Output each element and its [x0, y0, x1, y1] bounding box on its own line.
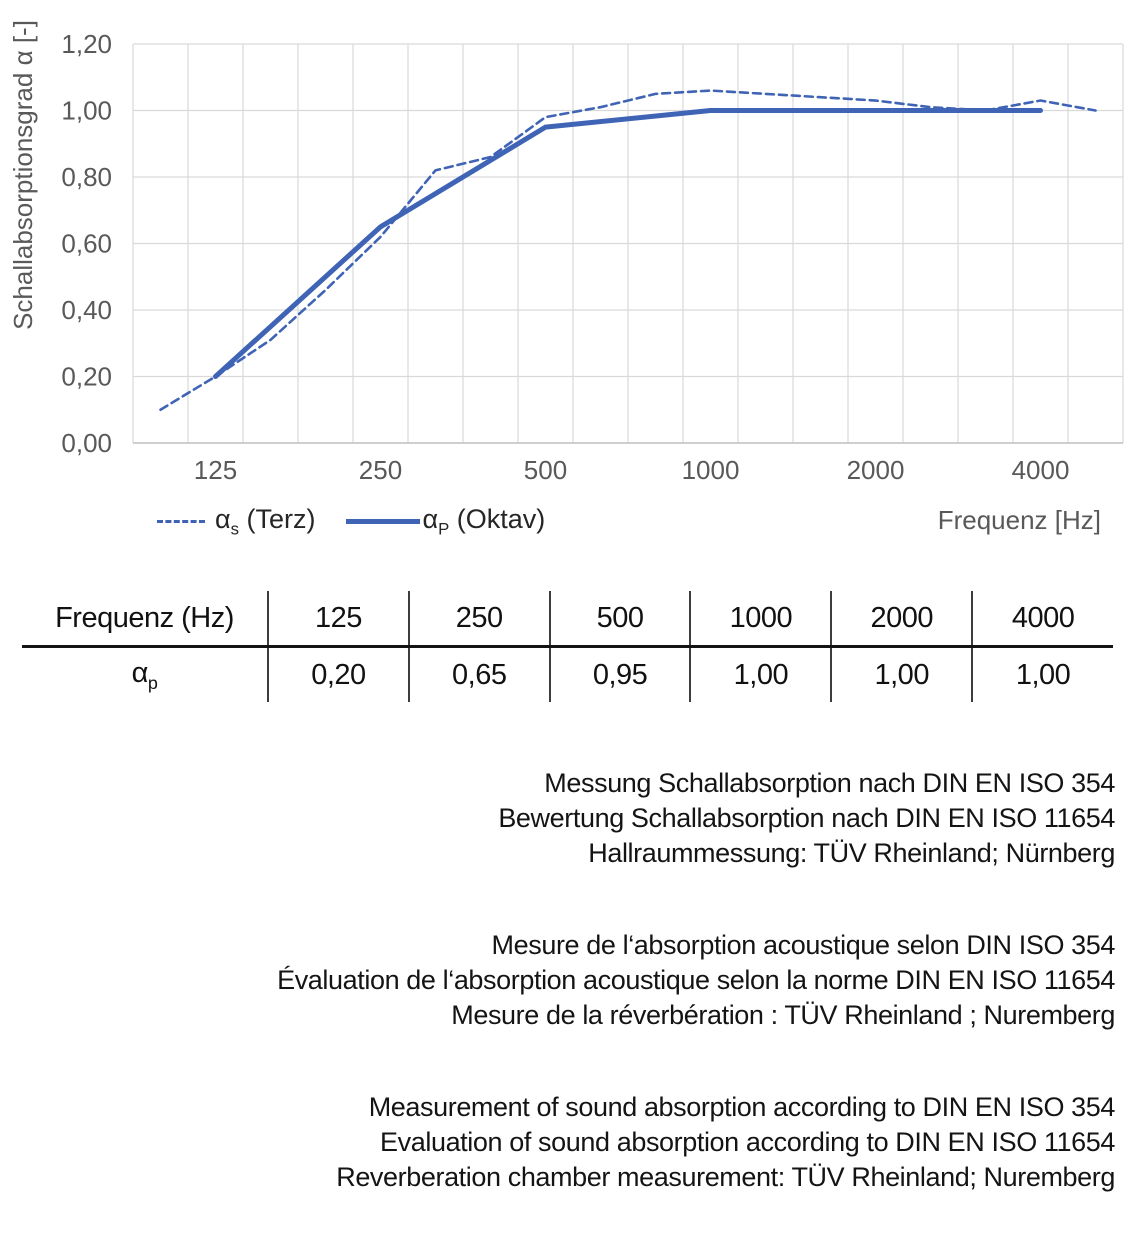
- x-tick-label: 1000: [682, 455, 740, 485]
- oktav-solid-line-sample: [345, 519, 420, 525]
- table-header-row: Frequenz (Hz) 125 250 500 1000 2000 4000: [22, 591, 1113, 648]
- note-line: Mesure de l‘absorption acoustique selon …: [491, 930, 1116, 960]
- x-axis-title: Frequenz [Hz]: [937, 505, 1101, 535]
- x-tick-label: 125: [194, 455, 237, 485]
- alpha-p-value-2000: 1,00: [830, 646, 973, 702]
- y-tick-label: 0,00: [61, 428, 112, 458]
- legend-item-terz: αs (Terz): [157, 504, 316, 539]
- chart-footer: αs (Terz) αP (Oktav) Frequenz [Hz]: [0, 497, 1135, 547]
- gridlines: [132, 43, 1124, 443]
- notes-german: Messung Schallabsorption nach DIN EN ISO…: [0, 766, 1135, 871]
- y-tick-label: 0,20: [61, 362, 112, 392]
- table-header-2000: 2000: [830, 591, 973, 648]
- alpha-p-row-label: αp: [131, 656, 158, 693]
- y-tick-label: 0,80: [61, 162, 112, 192]
- note-line: Évaluation de l‘absorption acoustique se…: [277, 965, 1115, 995]
- terz-dashed-line-sample: [157, 520, 205, 524]
- x-tick-label: 500: [524, 455, 567, 485]
- table-header-250: 250: [407, 591, 550, 648]
- y-axis-title: Schallabsorptionsgrad α [-]: [8, 20, 38, 330]
- legend-item-oktav: αP (Oktav): [345, 504, 546, 539]
- y-tick-label: 0,60: [61, 229, 112, 259]
- note-line: Measurement of sound absorption accordin…: [368, 1092, 1116, 1122]
- x-tick-label: 4000: [1012, 455, 1070, 485]
- note-line: Reverberation chamber measurement: TÜV R…: [336, 1162, 1115, 1192]
- notes-english: Measurement of sound absorption accordin…: [0, 1090, 1135, 1195]
- sound-absorption-chart: 0,00 0,20 0,40 0,60 0,80 1,00 1,20 125 250 500 100…: [0, 0, 1135, 547]
- x-tick-label: 2000: [847, 455, 905, 485]
- oktav-series-line: [213, 108, 1043, 379]
- notes-french: Mesure de l‘absorption acoustique selon …: [0, 928, 1135, 1033]
- y-tick-label: 1,00: [61, 96, 112, 126]
- table-header-1000: 1000: [689, 591, 832, 648]
- alpha-p-value-500: 0,95: [548, 646, 691, 702]
- legend-label-terz: αs (Terz): [215, 504, 316, 539]
- legend-label-oktav: αP (Oktav): [422, 504, 546, 539]
- note-line: Hallraummessung: TÜV Rheinland; Nürnberg: [588, 838, 1115, 868]
- x-tick-label: 250: [359, 455, 402, 485]
- chart-legend: αs (Terz) αP (Oktav): [157, 504, 545, 539]
- terz-series-line: [159, 89, 1097, 412]
- note-line: Messung Schallabsorption nach DIN EN ISO…: [544, 768, 1115, 798]
- y-tick-label: 0,40: [61, 295, 112, 325]
- table-header-500: 500: [548, 591, 691, 648]
- table-header-4000: 4000: [971, 591, 1113, 648]
- alpha-p-value-1000: 1,00: [689, 646, 832, 702]
- frequency-absorption-table: Frequenz (Hz) 125 250 500 1000 2000 4000…: [22, 591, 1113, 702]
- table-header-125: 125: [267, 591, 409, 648]
- alpha-p-value-250: 0,65: [407, 646, 550, 702]
- note-line: Evaluation of sound absorption according…: [380, 1127, 1115, 1157]
- y-tick-label: 1,20: [61, 29, 112, 59]
- alpha-p-value-125: 0,20: [267, 646, 409, 702]
- table-value-row: αp 0,20 0,65 0,95 1,00 1,00 1,00: [22, 646, 1113, 702]
- note-line: Bewertung Schallabsorption nach DIN EN I…: [498, 803, 1115, 833]
- alpha-p-value-4000: 1,00: [971, 646, 1113, 702]
- note-line: Mesure de la réverbération : TÜV Rheinla…: [451, 1000, 1115, 1030]
- absorption-line-chart-svg: 0,00 0,20 0,40 0,60 0,80 1,00 1,20 125 250 500 100…: [8, 20, 1124, 485]
- table-header-frequency: Frequenz (Hz): [22, 591, 268, 648]
